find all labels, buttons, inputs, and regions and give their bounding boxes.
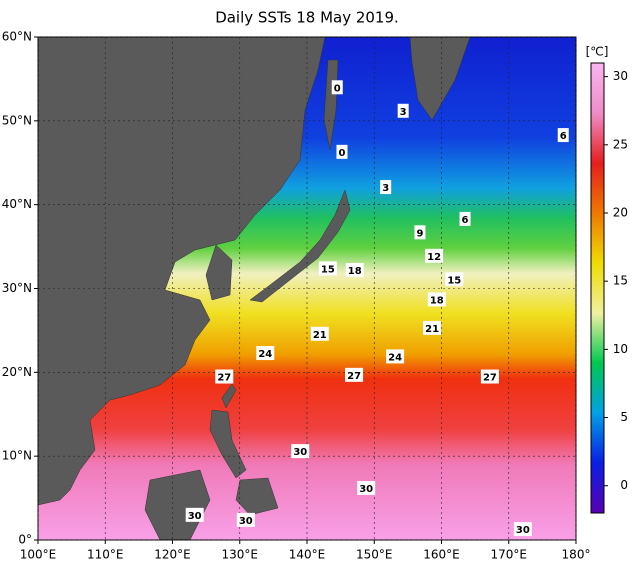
contour-label: 3 <box>400 107 407 118</box>
contour-label-box <box>310 326 329 341</box>
colorbar-unit: [℃] <box>586 45 609 59</box>
lat-tick-label: 30°N <box>2 281 32 295</box>
contour-label-box <box>185 507 204 522</box>
colorbar-tick-label: 0 <box>620 478 628 492</box>
contour-label-box <box>513 522 532 537</box>
contour-label-box <box>380 180 392 195</box>
contour-label: 30 <box>516 525 530 536</box>
contour-label-box <box>215 369 234 384</box>
contour-label-box <box>236 512 255 527</box>
lon-tick-label: 140°E <box>289 548 326 562</box>
contour-label: 30 <box>188 511 202 522</box>
colorbar-tick-label: 30 <box>613 69 628 83</box>
contour-label-box <box>318 261 337 276</box>
colorbar-tick-label: 25 <box>613 137 628 151</box>
contour-label: 15 <box>447 275 461 286</box>
contour-label: 27 <box>483 373 497 384</box>
contour-label-box <box>445 272 464 287</box>
lon-tick-label: 100°E <box>20 548 57 562</box>
colorbar-tick-label: 10 <box>613 342 628 356</box>
contour-label-box <box>480 369 499 384</box>
lon-tick-label: 130°E <box>222 548 259 562</box>
lon-tick-label: 180° <box>562 548 591 562</box>
lat-tick-label: 60°N <box>2 30 32 44</box>
lon-tick-label: 150°E <box>356 548 393 562</box>
lat-tick-label: 0° <box>18 533 32 547</box>
contour-label: 9 <box>416 228 423 239</box>
contour-label-box <box>345 367 364 382</box>
contour-label-box <box>459 211 471 226</box>
contour-label-box <box>345 263 364 278</box>
contour-label: 24 <box>258 349 272 360</box>
contour-label-box <box>336 144 348 159</box>
contour-label: 12 <box>427 252 441 263</box>
lat-tick-label: 40°N <box>2 197 32 211</box>
contour-label-box <box>386 349 405 364</box>
lat-tick-label: 20°N <box>2 365 32 379</box>
contour-label: 18 <box>348 266 362 277</box>
lon-tick-label: 160°E <box>423 548 460 562</box>
contour-label-box <box>414 225 426 240</box>
land <box>37 36 471 541</box>
contour-label: 27 <box>217 373 231 384</box>
lon-tick-label: 120°E <box>154 548 191 562</box>
contour-label: 30 <box>359 484 373 495</box>
contour-label: 6 <box>462 215 469 226</box>
contour-label-box <box>423 320 442 335</box>
contour-label: 21 <box>313 330 327 341</box>
lon-tick-label: 110°E <box>87 548 124 562</box>
lon-tick-label: 170°E <box>491 548 528 562</box>
contour-label: 30 <box>293 447 307 458</box>
contour-label: 6 <box>560 131 567 142</box>
contour-label-box <box>397 103 409 118</box>
contour-label: 30 <box>239 516 253 527</box>
colorbar-tick-label: 20 <box>613 206 628 220</box>
contour-label: 0 <box>338 148 345 159</box>
contour-label-box <box>427 292 446 307</box>
contour-label: 21 <box>425 324 439 335</box>
contour-label: 15 <box>321 264 335 275</box>
lat-tick-label: 10°N <box>2 449 32 463</box>
colorbar-tick-label: 5 <box>620 410 628 424</box>
contour-label-box <box>331 80 343 95</box>
colorbar <box>590 62 605 514</box>
title: Daily SSTs 18 May 2019. <box>215 9 399 27</box>
contour-label-box <box>256 346 275 361</box>
contour-label: 0 <box>334 83 341 94</box>
contour-label: 24 <box>388 352 402 363</box>
colorbar-tick-label: 15 <box>613 274 628 288</box>
contour-label: 3 <box>382 183 389 194</box>
lat-tick-label: 50°N <box>2 113 32 127</box>
contour-label-box <box>557 128 569 143</box>
contour-label-box <box>291 444 310 459</box>
contour-label: 27 <box>347 371 361 382</box>
contour-label-box <box>357 481 376 496</box>
contour-label-box <box>425 248 444 263</box>
contour-label: 18 <box>430 295 444 306</box>
